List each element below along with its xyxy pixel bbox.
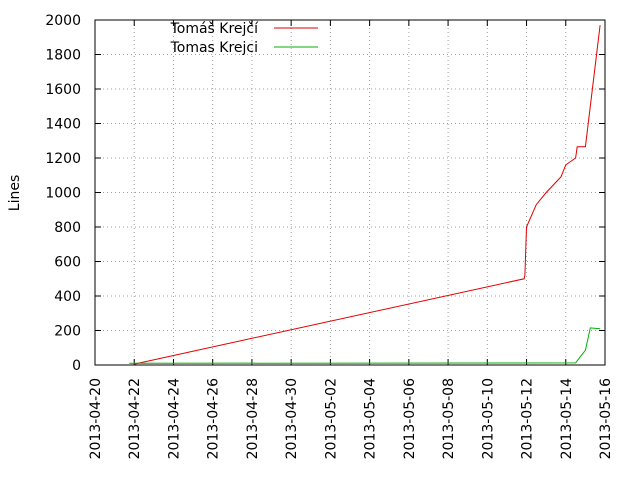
y-tick-label: 0 bbox=[72, 358, 81, 374]
x-tick-label: 2013-05-02 bbox=[323, 378, 339, 459]
plot-border bbox=[94, 19, 606, 366]
x-tick-label: 2013-05-08 bbox=[441, 378, 457, 459]
x-tick-label: 2013-04-22 bbox=[127, 378, 143, 459]
x-tick-label: 2013-04-26 bbox=[206, 378, 222, 459]
legend-label-1: Tomáš Krejčí bbox=[170, 21, 260, 37]
y-tick-label: 1400 bbox=[45, 117, 81, 133]
series-line-1 bbox=[134, 25, 601, 365]
series-line-2 bbox=[129, 327, 601, 364]
grid bbox=[95, 20, 605, 365]
y-axis-title: Lines bbox=[7, 175, 23, 211]
x-tick-label: 2013-05-12 bbox=[520, 378, 536, 459]
y-tick-label: 800 bbox=[54, 220, 81, 236]
x-tick-label: 2013-05-10 bbox=[480, 378, 496, 459]
plot-area bbox=[129, 25, 601, 365]
x-tick-label: 2013-04-20 bbox=[88, 378, 104, 459]
y-tick-label: 200 bbox=[54, 324, 81, 340]
x-tick-label: 2013-04-24 bbox=[166, 378, 182, 459]
x-tick-label: 2013-05-06 bbox=[402, 378, 418, 459]
legend-label-2: Tomas Krejci bbox=[170, 40, 258, 56]
y-tick-label: 1800 bbox=[45, 48, 81, 64]
y-tick-label: 400 bbox=[54, 289, 81, 305]
axes: 0 200 400 600 800 1000 1200 1400 1600 1800 2000 201… bbox=[45, 13, 614, 459]
y-tick-label: 2000 bbox=[45, 13, 81, 29]
x-tick-label: 2013-04-28 bbox=[245, 378, 261, 459]
y-tick-label: 1000 bbox=[45, 186, 81, 202]
x-tick-label: 2013-05-14 bbox=[559, 378, 575, 459]
x-tick-label: 2013-05-04 bbox=[363, 378, 379, 459]
x-tick-label: 2013-04-30 bbox=[284, 378, 300, 459]
y-tick-label: 1200 bbox=[45, 151, 81, 167]
y-tick-label: 600 bbox=[54, 255, 81, 271]
y-tick-label: 1600 bbox=[45, 82, 81, 98]
legend: Tomáš Krejčí Tomas Krejci bbox=[170, 21, 318, 56]
x-tick-label: 2013-05-16 bbox=[598, 378, 614, 459]
